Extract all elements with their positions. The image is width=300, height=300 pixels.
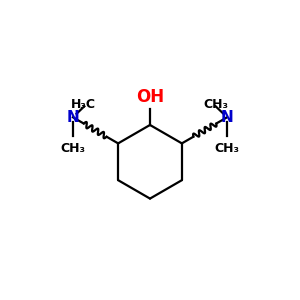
Text: H₃C: H₃C xyxy=(71,98,96,111)
Text: CH₃: CH₃ xyxy=(61,142,85,155)
Text: N: N xyxy=(220,110,233,125)
Text: CH₃: CH₃ xyxy=(204,98,229,111)
Text: N: N xyxy=(67,110,80,125)
Text: OH: OH xyxy=(136,88,164,106)
Text: CH₃: CH₃ xyxy=(214,142,239,155)
